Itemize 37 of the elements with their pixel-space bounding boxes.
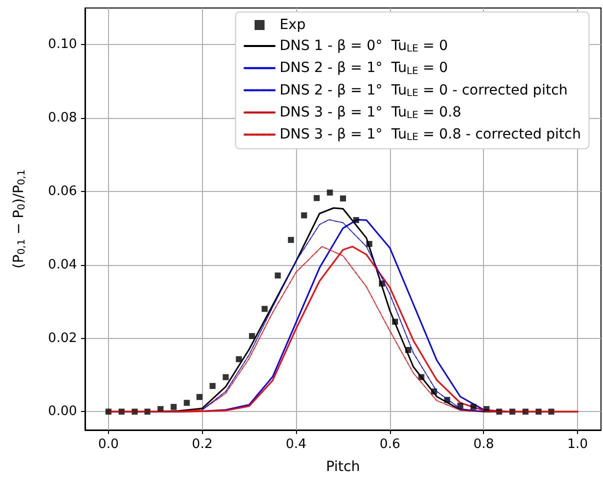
x-tick-label: 0.6 xyxy=(380,437,400,452)
point xyxy=(248,333,255,340)
point xyxy=(222,374,229,380)
point xyxy=(366,240,372,247)
point xyxy=(184,400,190,406)
y-tick-label: 0.06 xyxy=(48,184,77,199)
point xyxy=(353,217,360,224)
y-tick-label: 0.10 xyxy=(48,37,77,52)
point xyxy=(274,272,281,279)
point xyxy=(236,356,242,362)
point xyxy=(196,394,202,400)
point xyxy=(392,318,398,325)
point xyxy=(301,212,308,218)
x-tick-label: 1.0 xyxy=(567,437,588,452)
y-tick-label: 0.00 xyxy=(48,404,77,420)
y-tick-label: 0.02 xyxy=(48,330,77,346)
y-tick-label: 0.08 xyxy=(48,110,77,126)
point xyxy=(418,374,424,380)
point xyxy=(105,408,112,415)
point xyxy=(288,236,294,243)
point xyxy=(262,306,268,312)
x-tick-label: 0.4 xyxy=(286,437,306,452)
y-axis-title: (P0,1 − P0)/P0,1 xyxy=(10,169,28,268)
point xyxy=(405,347,412,354)
point xyxy=(340,195,346,202)
x-tick-label: 0.8 xyxy=(473,437,494,452)
x-tick-label: 0.0 xyxy=(98,437,119,452)
x-axis-title: Pitch xyxy=(326,459,360,475)
point xyxy=(470,404,476,410)
point xyxy=(326,190,333,196)
point xyxy=(170,404,177,410)
point xyxy=(378,280,385,287)
legend-label: Exp xyxy=(280,17,306,33)
x-tick-label: 0.2 xyxy=(192,437,213,452)
y-tick-label: 0.04 xyxy=(48,257,77,272)
point xyxy=(314,195,320,202)
point xyxy=(210,382,216,389)
